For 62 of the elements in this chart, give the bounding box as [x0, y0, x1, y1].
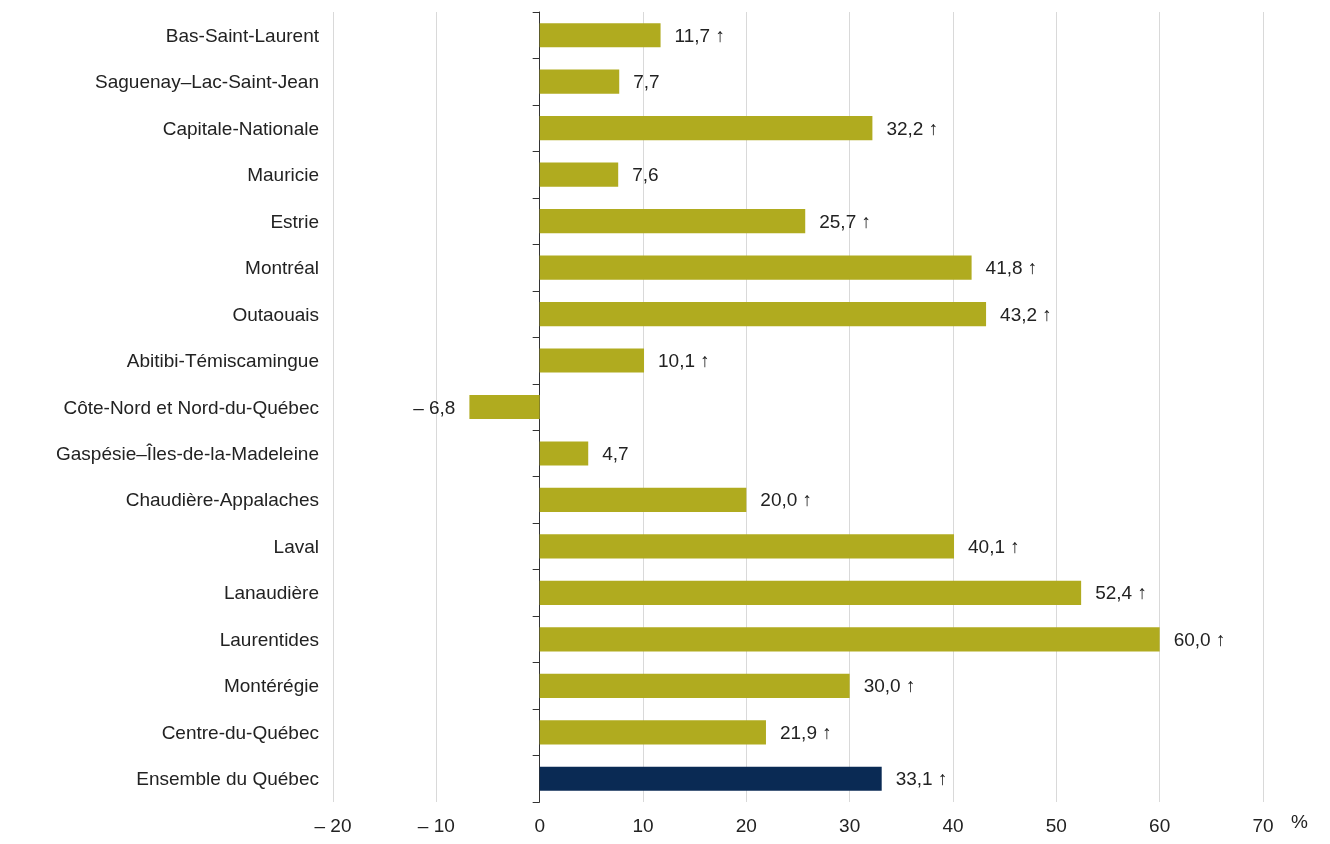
bar — [539, 69, 620, 94]
data-label: 33,1 ↑ — [895, 768, 948, 790]
y-tick-label: Montréal — [245, 257, 319, 279]
bar — [539, 627, 1160, 652]
bar — [539, 441, 589, 466]
y-tick-label: Montérégie — [223, 675, 319, 697]
bar — [539, 580, 1082, 605]
data-label: 41,8 ↑ — [985, 257, 1038, 279]
y-tick-label: Lanaudière — [223, 582, 319, 604]
bar — [539, 301, 987, 327]
x-tick-label: 10 — [632, 815, 654, 836]
x-axis-title: % — [1291, 811, 1308, 832]
y-tick-label: Outaouais — [232, 303, 319, 325]
data-label: 25,7 ↑ — [819, 210, 871, 232]
y-tick-label: Chaudière-Appalaches — [125, 489, 319, 511]
x-tick-label: 60 — [1149, 815, 1171, 836]
y-tick-label: Capitale-Nationale — [162, 117, 319, 139]
y-tick-label: Mauricie — [247, 164, 319, 186]
data-label: 7,7 — [633, 71, 660, 93]
y-tick-label: Laurentides — [219, 628, 319, 650]
data-label: 21,9 ↑ — [779, 721, 832, 743]
bar — [539, 116, 873, 141]
data-label: 4,7 — [602, 442, 629, 464]
y-tick-label: Laval — [273, 535, 319, 557]
bar — [539, 23, 661, 48]
y-tick-label: Ensemble du Québec — [136, 768, 319, 790]
data-label: 7,6 — [632, 164, 659, 186]
data-label: 32,2 ↑ — [886, 117, 939, 139]
data-label: 52,4 ↑ — [1095, 582, 1147, 604]
y-tick-label: Côte-Nord et Nord-du-Québec — [63, 396, 319, 418]
bar — [539, 673, 850, 698]
x-tick-label: 40 — [942, 815, 964, 836]
bar — [539, 162, 619, 187]
data-label: 11,7 ↑ — [674, 24, 725, 46]
y-tick-label: Bas-Saint-Laurent — [165, 24, 320, 46]
bar — [539, 209, 806, 234]
bar — [539, 487, 747, 513]
y-tick-label: Saguenay–Lac-Saint-Jean — [95, 71, 319, 93]
y-tick-label: Abitibi-Témiscamingue — [126, 350, 319, 372]
y-tick-label: Centre-du-Québec — [161, 721, 319, 743]
data-label: 30,0 ↑ — [863, 675, 916, 697]
x-tick-label: 20 — [735, 815, 757, 836]
bar — [539, 720, 766, 745]
bar — [539, 255, 972, 280]
bar — [539, 348, 645, 373]
bar — [539, 766, 882, 791]
bar — [539, 534, 955, 559]
data-label: 20,0 ↑ — [760, 489, 813, 511]
y-tick-label: Estrie — [270, 210, 319, 232]
y-tick-label: Gaspésie–Îles-de-la-Madeleine — [56, 442, 319, 464]
x-tick-label: – 20 — [314, 815, 352, 836]
x-tick-label: – 10 — [417, 815, 455, 836]
data-label: 10,1 ↑ — [658, 350, 710, 372]
data-label: 60,0 ↑ — [1173, 628, 1226, 650]
x-tick-label: 50 — [1045, 815, 1067, 836]
data-label: 40,1 ↑ — [968, 535, 1020, 557]
bar — [469, 394, 540, 420]
data-label: – 6,8 — [413, 396, 456, 418]
x-tick-label: 0 — [534, 815, 545, 836]
data-label: 43,2 ↑ — [1000, 303, 1052, 325]
x-tick-label: 30 — [839, 815, 861, 836]
x-tick-label: 70 — [1252, 815, 1274, 836]
